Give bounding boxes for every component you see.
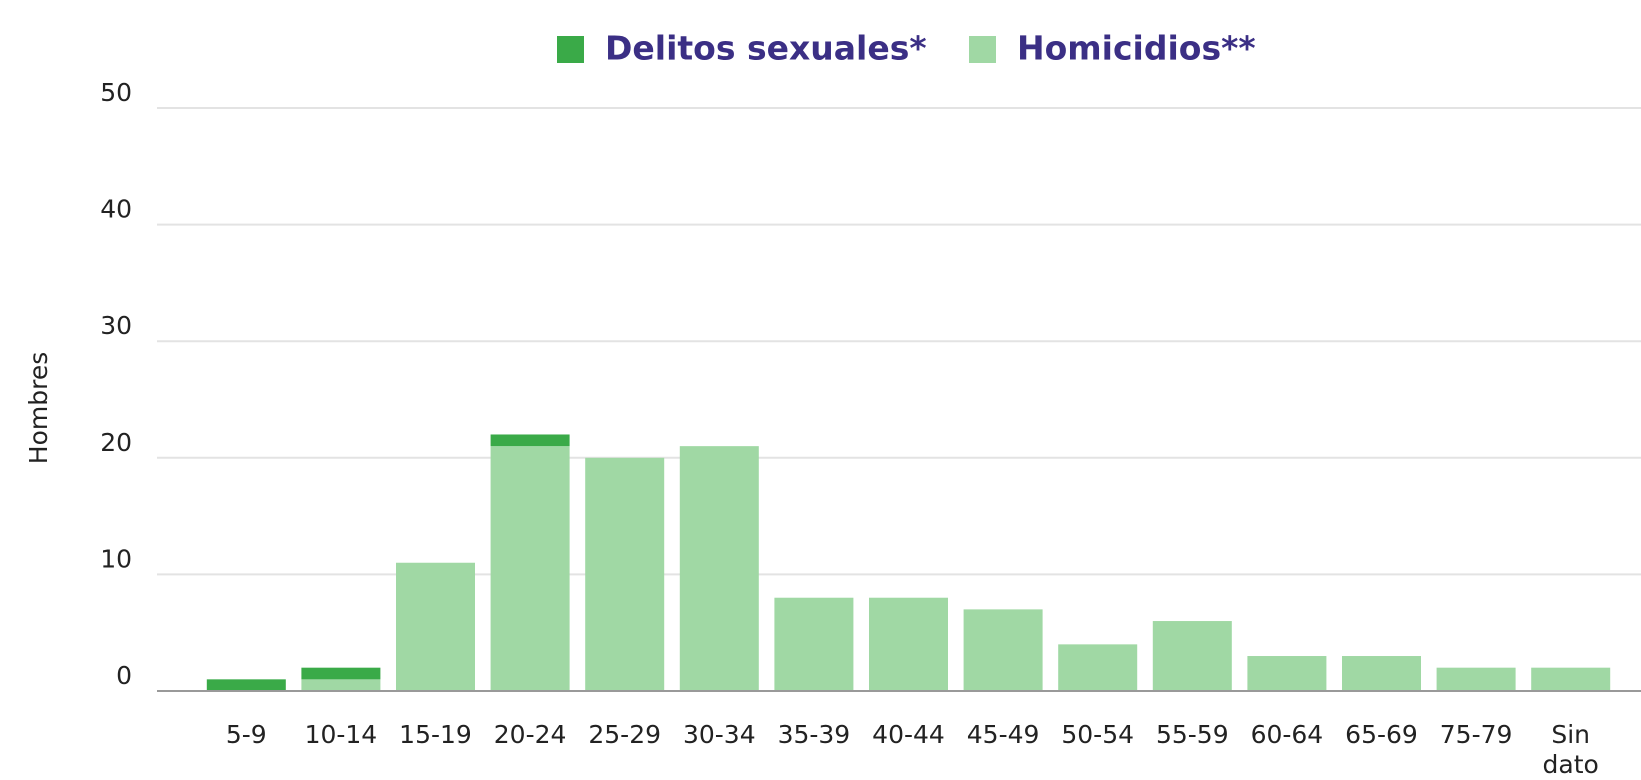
- x-tick-label: 40-44: [872, 720, 945, 749]
- bar-segment: [490, 434, 570, 447]
- bar-segment: [301, 679, 381, 691]
- x-tick-label: 5-9: [225, 720, 267, 749]
- y-tick-label: 50: [100, 78, 132, 107]
- y-axis-label: Hombres: [24, 352, 53, 464]
- x-tick-label: 15-19: [399, 720, 472, 749]
- legend-label: Homicidios**: [1017, 29, 1256, 68]
- bar-segment: [1342, 656, 1421, 691]
- bar-segment: [490, 446, 570, 691]
- x-tick-label: Sin dato: [1542, 720, 1599, 779]
- legend-swatch: [969, 36, 996, 63]
- y-tick-label: 40: [100, 195, 132, 224]
- x-tick-label: 65-69: [1345, 720, 1418, 749]
- bar-segment: [963, 609, 1043, 691]
- x-tick-label: 60-64: [1250, 720, 1324, 749]
- x-tick-label: 20-24: [493, 720, 567, 749]
- y-tick-label: 10: [100, 544, 132, 573]
- bar-segment: [206, 679, 286, 691]
- bar-segment: [585, 457, 665, 691]
- y-tick-label: 20: [100, 428, 132, 457]
- y-tick-label: 0: [116, 661, 132, 690]
- legend-label: Delitos sexuales*: [605, 29, 927, 68]
- legend-swatch: [557, 36, 584, 63]
- x-tick-label: 10-14: [304, 720, 378, 749]
- bar-segment: [1058, 644, 1138, 691]
- x-tick-label: 25-29: [588, 720, 662, 749]
- x-tick-label: 30-34: [682, 720, 756, 749]
- x-tick-label: 75-79: [1439, 720, 1513, 749]
- x-tick-label: 45-49: [966, 720, 1040, 749]
- bar-segment: [774, 597, 854, 691]
- bar-segment: [396, 562, 475, 691]
- bar-segment: [1436, 667, 1516, 691]
- x-tick-label: 55-59: [1155, 720, 1229, 749]
- y-tick-label: 30: [100, 311, 132, 340]
- bar-segment: [1247, 656, 1327, 691]
- bar-segment: [869, 597, 948, 691]
- bar-segment: [1531, 667, 1611, 691]
- x-tick-label: 50-54: [1061, 720, 1135, 749]
- bar-segment: [679, 446, 759, 691]
- bar-segment: [301, 667, 381, 680]
- x-tick-label: 35-39: [777, 720, 851, 749]
- bar-segment: [1152, 621, 1232, 691]
